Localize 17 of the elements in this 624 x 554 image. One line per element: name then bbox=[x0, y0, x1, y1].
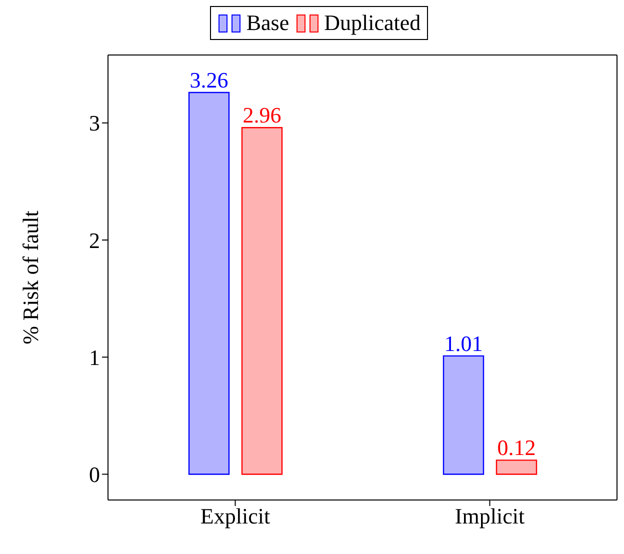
bar bbox=[188, 92, 230, 475]
y-axis-title: % Risk of fault bbox=[18, 210, 43, 344]
legend-label: Base bbox=[246, 10, 290, 36]
y-tick-label: 3 bbox=[89, 110, 100, 136]
data-label: 3.26 bbox=[190, 67, 228, 92]
y-tick-label: 0 bbox=[89, 462, 100, 488]
legend-label: Duplicated bbox=[324, 10, 421, 36]
data-label: 2.96 bbox=[242, 102, 282, 128]
bar bbox=[241, 127, 283, 475]
x-tick-label: Implicit bbox=[454, 504, 525, 529]
x-tick-label: Explicit bbox=[200, 504, 270, 529]
y-tick-label: 1 bbox=[89, 344, 100, 370]
bar bbox=[496, 460, 538, 475]
data-label: 0.12 bbox=[497, 435, 536, 460]
bar bbox=[442, 355, 484, 475]
data-label: 1.01 bbox=[444, 330, 483, 356]
y-tick-label: 2 bbox=[89, 228, 100, 253]
